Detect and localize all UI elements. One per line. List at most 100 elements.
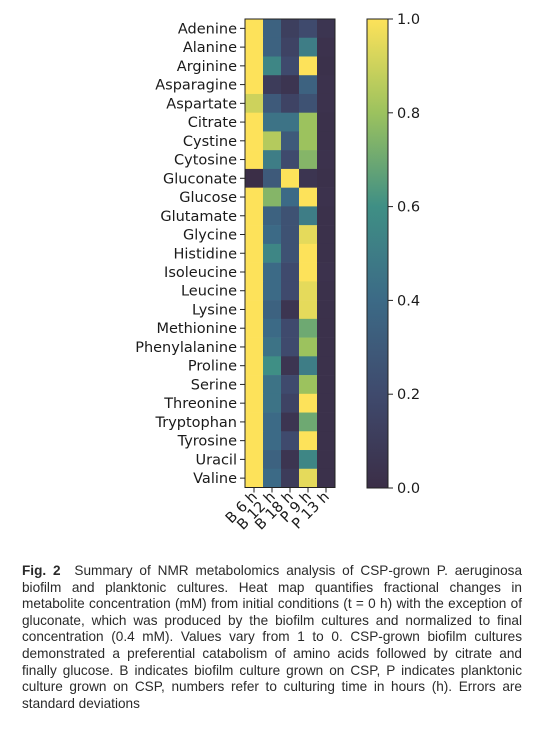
y-tick-label: Alanine xyxy=(183,40,237,56)
heatmap-cell xyxy=(299,93,318,113)
heatmap-cell xyxy=(263,337,282,357)
heatmap-cell xyxy=(299,131,318,151)
heatmap-cell xyxy=(317,356,336,376)
heatmap-cell xyxy=(299,300,318,320)
heatmap-cell xyxy=(317,318,336,338)
heatmap-cell xyxy=(245,318,264,338)
y-tick-label: Aspartate xyxy=(166,96,237,112)
heatmap-cell xyxy=(281,393,300,413)
colorbar-tick-label: 0.8 xyxy=(397,106,420,122)
heatmap-cell xyxy=(299,450,318,470)
heatmap-cell xyxy=(317,281,336,301)
heatmap-cell xyxy=(281,450,300,470)
heatmap-cell xyxy=(317,468,336,488)
heatmap-cell xyxy=(263,37,282,57)
heatmap-cell xyxy=(281,356,300,376)
heatmap-cell xyxy=(245,206,264,226)
y-axis: Adenine Alanine Arginine Asparagine Aspartat… xyxy=(135,21,245,487)
colorbar-tick-label: 1.0 xyxy=(397,12,420,28)
heatmap-cell xyxy=(263,206,282,226)
heatmap-cell xyxy=(299,337,318,357)
heatmap-cell xyxy=(263,356,282,376)
heatmap-cell xyxy=(245,300,264,320)
heatmap-cell xyxy=(317,243,336,263)
heatmap-cell xyxy=(299,412,318,432)
heatmap-cell xyxy=(299,281,318,301)
heatmap-cell xyxy=(263,131,282,151)
heatmap-cell xyxy=(299,468,318,488)
heatmap-figure: Adenine Alanine Arginine Asparagine Aspartat… xyxy=(135,12,420,533)
y-tick-label: Leucine xyxy=(181,284,237,300)
y-tick-label: Arginine xyxy=(177,59,237,75)
heatmap-cell xyxy=(263,187,282,207)
heatmap-cell xyxy=(281,375,300,395)
heatmap-cell xyxy=(263,243,282,263)
heatmap-cell xyxy=(245,168,264,188)
heatmap-cell xyxy=(317,112,336,132)
heatmap-cell xyxy=(281,300,300,320)
heatmap-cell xyxy=(299,431,318,451)
heatmap-cell xyxy=(281,56,300,76)
y-tick-label: Lysine xyxy=(192,302,237,318)
heatmap-cell xyxy=(281,168,300,188)
heatmap-cell xyxy=(245,243,264,263)
heatmap-cell xyxy=(245,281,264,301)
x-axis: B 6 hB 12 hB 18 hP 9 hP 13 h xyxy=(223,487,333,533)
heatmap-cell xyxy=(299,225,318,245)
y-tick-label: Citrate xyxy=(188,115,237,131)
heatmap-cell xyxy=(245,337,264,357)
y-tick-label: Adenine xyxy=(178,21,237,37)
heatmap-cell xyxy=(281,93,300,113)
heatmap-cell xyxy=(263,318,282,338)
heatmap-cell xyxy=(245,112,264,132)
heatmap-cell xyxy=(299,168,318,188)
heatmap-cell xyxy=(245,19,264,39)
heatmap-cell xyxy=(299,356,318,376)
heatmap-cell xyxy=(245,93,264,113)
heatmap-cells xyxy=(244,18,336,488)
heatmap-cell xyxy=(299,112,318,132)
y-tick-label: Gluconate xyxy=(163,171,237,187)
heatmap-cell xyxy=(245,412,264,432)
heatmap-cell xyxy=(281,225,300,245)
heatmap-cell xyxy=(299,56,318,76)
colorbar-tick-label: 0.0 xyxy=(397,481,420,497)
heatmap-cell xyxy=(263,225,282,245)
heatmap-cell xyxy=(263,56,282,76)
y-tick-label: Glycine xyxy=(183,228,237,244)
heatmap-cell xyxy=(245,75,264,95)
y-tick-label: Asparagine xyxy=(155,78,237,94)
heatmap-cell xyxy=(317,187,336,207)
heatmap-cell xyxy=(317,93,336,113)
heatmap-cell xyxy=(317,131,336,151)
heatmap-cell xyxy=(245,468,264,488)
heatmap-cell xyxy=(281,281,300,301)
heatmap-cell xyxy=(263,262,282,282)
heatmap-cell xyxy=(317,150,336,170)
y-tick-label: Glutamate xyxy=(160,209,237,225)
heatmap-cell xyxy=(281,262,300,282)
heatmap-cell xyxy=(299,375,318,395)
heatmap-cell xyxy=(317,206,336,226)
heatmap-cell xyxy=(263,93,282,113)
figure-caption: Fig. 2 Summary of NMR metabolomics analys… xyxy=(22,563,522,712)
heatmap-cell xyxy=(245,225,264,245)
heatmap-cell xyxy=(281,337,300,357)
heatmap-cell xyxy=(281,131,300,151)
heatmap-cell xyxy=(245,431,264,451)
heatmap-cell xyxy=(317,412,336,432)
heatmap-cell xyxy=(245,150,264,170)
heatmap-cell xyxy=(245,262,264,282)
heatmap-cell xyxy=(299,393,318,413)
heatmap-cell xyxy=(263,168,282,188)
heatmap-cell xyxy=(317,300,336,320)
heatmap-cell xyxy=(317,37,336,57)
y-tick-label: Isoleucine xyxy=(164,265,237,281)
caption-label: Fig. 2 xyxy=(22,563,61,578)
heatmap-cell xyxy=(317,225,336,245)
y-tick-label: Serine xyxy=(191,377,237,393)
heatmap-cell xyxy=(299,206,318,226)
colorbar-tick-label: 0.2 xyxy=(397,387,420,403)
heatmap-cell xyxy=(263,468,282,488)
heatmap-cell xyxy=(263,19,282,39)
